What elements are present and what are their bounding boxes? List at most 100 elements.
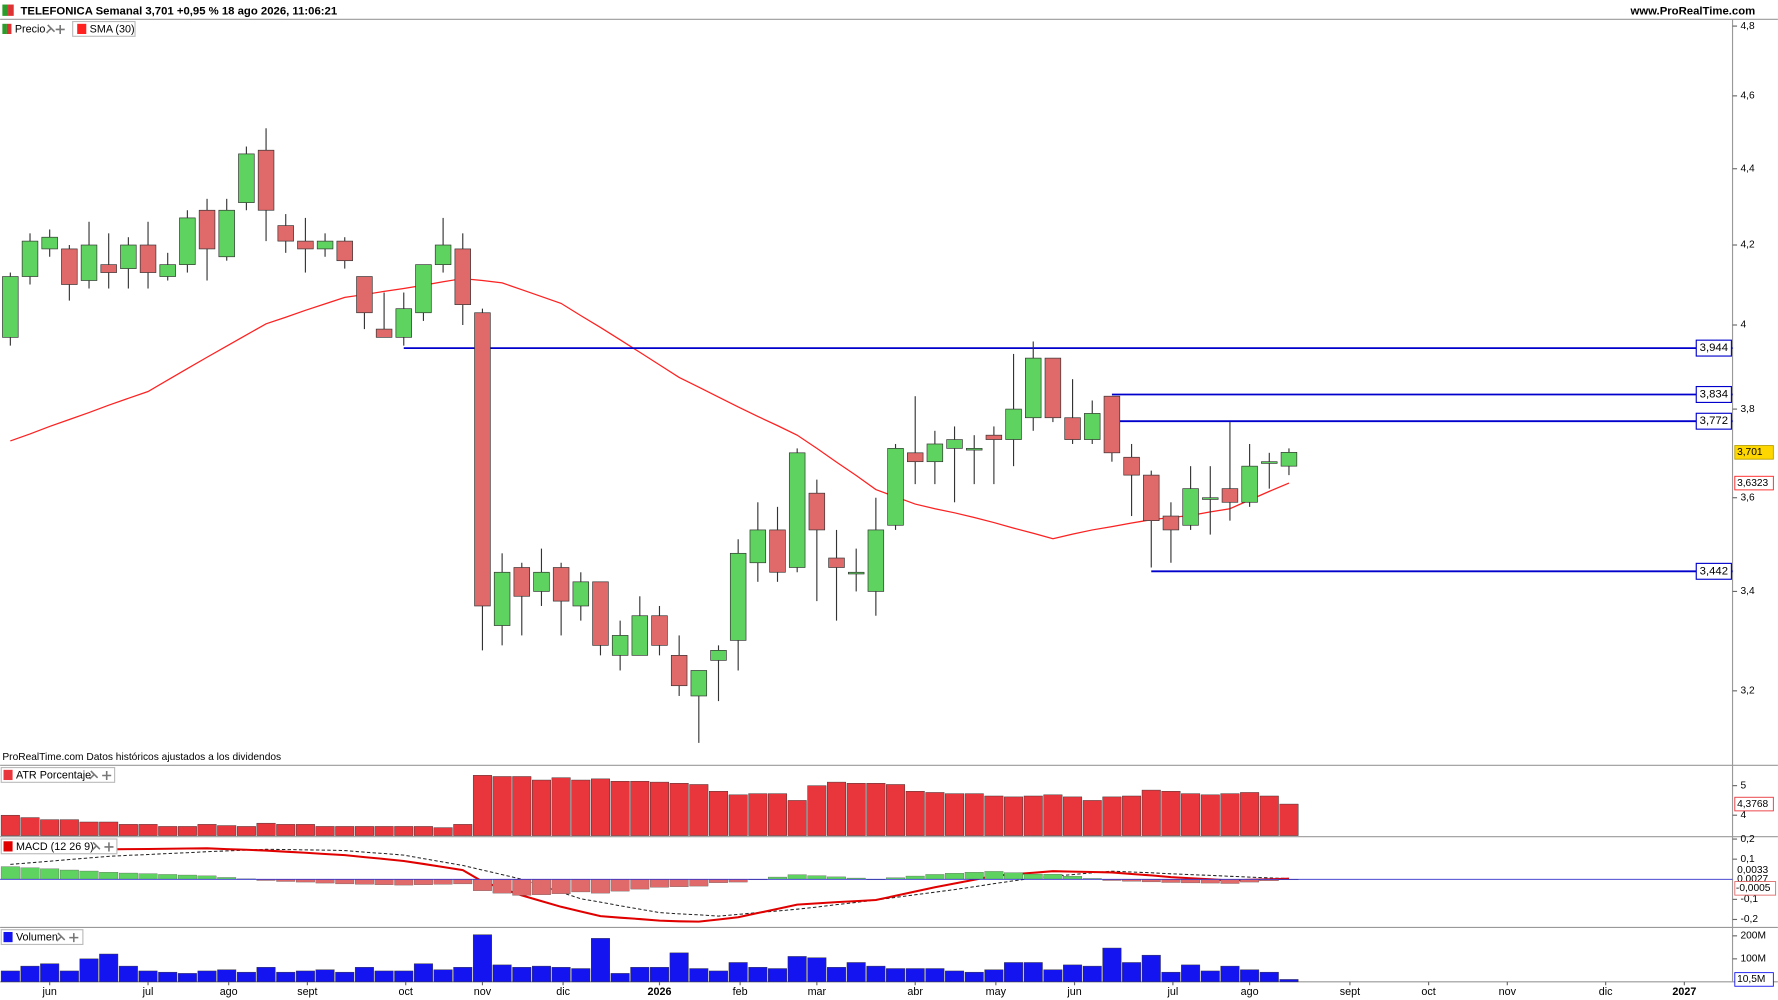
level-label-box [1695,562,1732,580]
bar [1259,795,1279,836]
bar [945,793,965,836]
candle-body [297,240,314,250]
bar [748,967,768,983]
bar [1279,979,1299,983]
bar [531,779,551,836]
histogram-bar [571,879,591,893]
y-tick-label: 4 [1740,320,1746,331]
x-tick-label: jun [41,986,56,998]
bar [354,826,374,836]
candle-body [238,153,255,203]
value-label-box [1734,796,1774,812]
candle-body [985,434,1003,440]
histogram-bar [532,879,551,895]
bar [669,783,689,836]
bar [394,970,414,983]
bar [925,792,945,836]
histogram-bar [138,873,158,880]
level-label-box [1695,412,1732,430]
bar [492,964,512,983]
candle-body [769,529,786,573]
legend-label: Volumen [16,931,58,943]
histogram-bar [177,874,197,880]
candle-body [572,581,590,607]
histogram-bar [355,879,374,885]
candle-body [670,655,688,687]
candle-body [21,240,39,277]
bar [59,970,79,983]
bar [551,967,571,983]
legend-icons[interactable] [56,932,79,943]
legend-icons[interactable] [91,841,114,852]
candle-body [592,581,609,646]
bar [20,817,40,836]
bar [1023,795,1043,836]
candle-body [395,308,412,338]
legend-swatch [3,841,13,852]
signal-line [10,848,1290,917]
candle-body [1182,488,1199,526]
value-label-box [1734,445,1774,460]
bar [335,826,355,836]
bar [197,824,217,836]
bar [138,824,158,836]
value-label-box [1734,972,1774,987]
x-tick-label: nov [474,986,492,998]
histogram-bar [1004,872,1023,880]
bar [1043,969,1063,983]
bar [945,970,965,983]
bar [276,824,296,836]
candle-body [651,615,668,646]
bar [158,826,178,836]
bar [433,969,453,983]
bar [197,970,217,983]
bar [728,794,748,836]
histogram-bar [1200,879,1220,884]
bar [236,826,256,836]
sma-line [10,277,1290,540]
level-label: 3,944 [1700,342,1728,354]
histogram-bar [689,879,709,887]
candle-body [454,248,471,305]
bar [354,967,374,983]
bar [177,826,197,836]
histogram-bar [197,875,217,880]
histogram-bar [374,879,394,885]
legend-icons[interactable] [46,24,65,35]
bar [886,784,906,836]
bar [1122,962,1142,983]
histogram-bar [709,879,728,883]
bar [256,822,276,836]
histogram-bar [433,879,453,885]
candle-body [493,571,511,626]
candle-body [80,244,98,281]
bar [1043,794,1063,836]
candle-body [1162,515,1180,531]
y-tick-label: 4,8 [1740,21,1754,32]
x-tick-label: feb [733,986,748,998]
candle-body [946,439,963,449]
y-tick-label: 200M [1740,931,1765,942]
bar [650,781,669,836]
y-tick-label: 4,2 [1740,240,1754,251]
candle-body [533,571,550,592]
bar [99,953,119,983]
bar [1141,954,1161,983]
candle-body [729,552,747,641]
x-tick-label: sept [297,986,317,998]
legend-icons[interactable] [89,770,112,781]
bar [1220,793,1240,836]
bar [1004,796,1024,836]
bar [413,826,433,836]
histogram-bar [0,866,20,880]
histogram-bar [787,874,807,880]
x-tick-label: 2027 [1672,986,1696,998]
x-tick-label: jul [1167,986,1179,998]
bar [0,814,20,836]
candle-body [2,276,19,338]
bar [394,826,414,836]
chart-title: TELEFONICA Semanal 3,701 +0,95 % 18 ago … [21,5,338,17]
x-tick-label: jul [142,986,154,998]
legend-label: ATR Porcentaje [16,769,91,781]
candle-body [257,149,275,211]
